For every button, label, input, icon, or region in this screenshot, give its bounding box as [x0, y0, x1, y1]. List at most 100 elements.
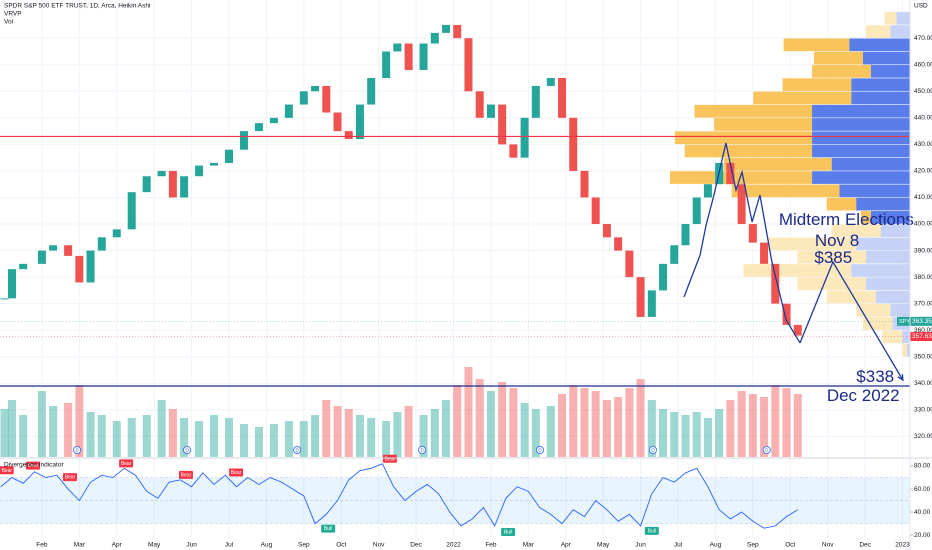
candle: [760, 242, 769, 264]
candle: [464, 38, 473, 92]
candle: [97, 237, 106, 251]
annotation: Midterm Elections: [779, 210, 914, 229]
volume-bar: [64, 403, 73, 457]
dividend-label: D: [765, 447, 769, 452]
profile-bar: [797, 277, 866, 291]
signal-box: [0, 466, 14, 475]
y-tick-label: 430.00: [914, 141, 932, 148]
volume-bar: [157, 400, 166, 457]
volume-bar: [748, 394, 757, 457]
volume-bar: [75, 385, 84, 457]
x-tick-label: Nov: [822, 542, 834, 549]
profile-bar: [856, 197, 910, 211]
volume-bar: [0, 409, 9, 457]
volume-bar: [322, 400, 331, 457]
profile-bar: [812, 144, 910, 158]
dividend-marker: [762, 445, 771, 454]
profile-bar: [826, 290, 876, 304]
profile-bar: [907, 343, 910, 357]
x-tick-label: Mar: [74, 542, 86, 549]
x-tick-label: 2023: [895, 542, 910, 549]
volume-bar: [254, 427, 263, 457]
x-tick-label: Jun: [635, 542, 646, 549]
y-tick-label: 40.00: [914, 509, 931, 516]
volume-bar: [344, 409, 353, 457]
profile-bar: [896, 11, 910, 25]
candle: [475, 91, 484, 118]
candle: [322, 85, 331, 113]
dividend-marker: [418, 445, 427, 454]
dividend-label: D: [75, 447, 79, 452]
profile-bar: [714, 118, 813, 131]
y-tick-label: 390.00: [914, 247, 932, 254]
candle: [195, 165, 204, 177]
profile-bar: [723, 157, 832, 171]
volume-bar: [692, 412, 701, 457]
candle: [299, 91, 308, 105]
x-tick-label: Aug: [710, 542, 722, 549]
candle: [311, 85, 320, 92]
x-tick-label: Jun: [186, 542, 197, 549]
y-tick-label: 60.00: [914, 486, 931, 493]
symbol-tag-box: [897, 316, 910, 326]
candle: [546, 78, 555, 86]
candle: [636, 277, 645, 317]
y-tick-label: 320.00: [914, 433, 932, 440]
candle: [157, 170, 166, 177]
volume-bar: [284, 421, 293, 457]
dividend-marker: [535, 445, 544, 454]
currency-label: USD: [914, 3, 928, 10]
signal-box: [25, 461, 40, 470]
profile-bar: [862, 51, 910, 65]
profile-bar: [870, 65, 910, 78]
candle: [419, 43, 428, 71]
dividend-label: D: [420, 447, 424, 452]
volume-bar: [180, 418, 189, 457]
profile-bar: [882, 330, 903, 344]
dividend-marker: [293, 445, 302, 454]
volume-bar: [509, 388, 518, 457]
candle: [591, 197, 600, 225]
volume-bar: [520, 403, 529, 457]
volume-bar: [636, 379, 645, 457]
candle: [127, 192, 136, 230]
profile-bar: [884, 11, 897, 25]
x-tick-label: Apr: [112, 542, 123, 549]
symbol-title: SPDR S&P 500 ETF TRUST, 1D, Arca, Heikin…: [4, 3, 150, 10]
profile-bar: [865, 250, 910, 264]
volume-bar: [625, 388, 634, 457]
volume-bar: [659, 409, 668, 457]
volume-bar: [7, 400, 16, 457]
x-tick-label: Mar: [523, 542, 535, 549]
volume-bar: [602, 400, 611, 457]
signal-box: [644, 526, 659, 535]
candle: [168, 170, 177, 198]
indicator-line: [0, 463, 798, 529]
study-label: Vol: [4, 19, 14, 26]
volume-bar: [112, 421, 121, 457]
volume-bar: [195, 421, 204, 457]
profile-bar: [890, 303, 910, 317]
y-tick-label: 420.00: [914, 168, 932, 175]
y-tick-label: 450.00: [914, 88, 932, 95]
candle: [284, 104, 293, 118]
x-tick-label: Dec: [410, 542, 422, 549]
x-tick-label: May: [148, 542, 161, 549]
annotation: $338: [856, 367, 894, 386]
signal-label: Bear: [28, 463, 39, 469]
volume-bar: [580, 388, 589, 457]
signal-box: [229, 468, 244, 477]
volume-bar: [531, 409, 540, 457]
profile-bar: [856, 303, 891, 317]
volume-bar: [168, 409, 177, 457]
signal-box: [501, 528, 516, 537]
candle: [509, 144, 518, 158]
volume-bar: [419, 415, 428, 457]
candle: [404, 43, 413, 71]
y-tick-label: 350.00: [914, 353, 932, 360]
candle: [520, 117, 529, 158]
profile-bar: [865, 25, 891, 38]
volume-bar: [453, 385, 462, 457]
